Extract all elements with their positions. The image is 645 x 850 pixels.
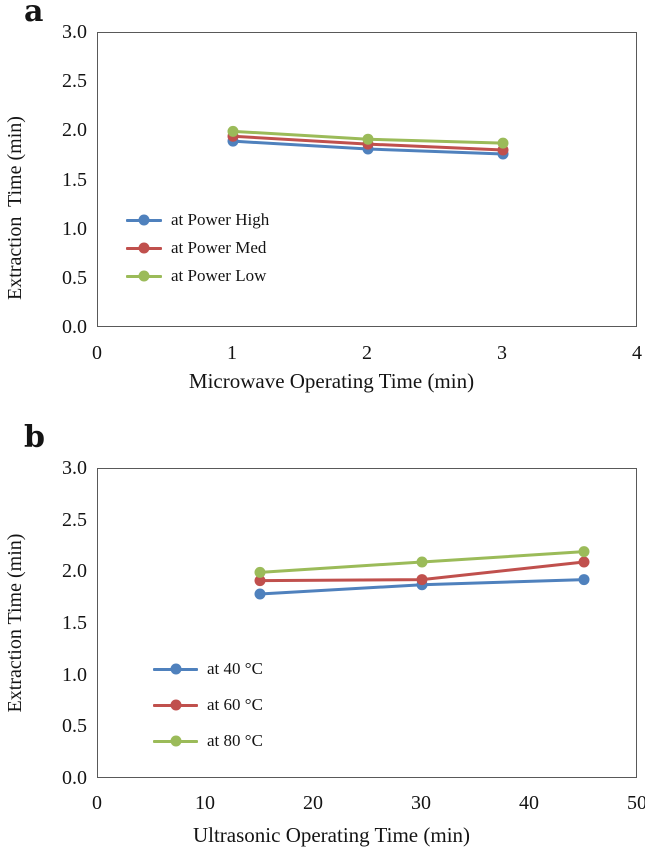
data-point-marker bbox=[254, 566, 266, 578]
legend: at Power High at Power Med at Power Low bbox=[126, 206, 269, 290]
x-axis-title: Ultrasonic Operating Time (min) bbox=[192, 823, 471, 847]
legend-dot bbox=[138, 214, 150, 226]
legend: at 40 °C at 60 °C at 80 °C bbox=[153, 651, 263, 759]
legend-label: at Power Med bbox=[171, 238, 267, 257]
y-tick-label: 2.5 bbox=[62, 70, 87, 93]
x-tick-label: 50 bbox=[627, 792, 645, 814]
data-point-marker bbox=[416, 556, 428, 568]
legend-marker-icon bbox=[153, 663, 198, 675]
legend-dot bbox=[138, 242, 150, 254]
legend-item: at 60 °C bbox=[153, 687, 263, 723]
x-tick-label: 20 bbox=[303, 792, 323, 814]
x-tick-label: 2 bbox=[362, 342, 372, 364]
y-tick-label: 2.0 bbox=[62, 560, 87, 583]
panel-label-b: b bbox=[24, 420, 45, 455]
legend-label: at 60 °C bbox=[207, 695, 263, 714]
y-tick-label: 3.0 bbox=[62, 457, 87, 479]
y-tick-label: 2.0 bbox=[62, 119, 87, 142]
legend-dot bbox=[170, 663, 181, 675]
data-point-marker bbox=[578, 546, 590, 558]
legend-label: at 40 °C bbox=[207, 659, 263, 678]
chart-panel-b: b Extraction Time (min) 0.0 0.5 1.0 1.5 2.0 2… bbox=[0, 420, 645, 850]
data-point-marker bbox=[578, 574, 590, 586]
panel-label-a: a bbox=[24, 0, 44, 29]
data-point-marker bbox=[254, 588, 266, 600]
legend-label: at 80 °C bbox=[207, 731, 263, 750]
legend-label: at Power Low bbox=[171, 266, 267, 285]
legend-marker-icon bbox=[126, 242, 162, 254]
data-point-marker bbox=[362, 133, 374, 145]
x-tick-label: 0 bbox=[92, 342, 102, 364]
data-point-marker bbox=[578, 556, 590, 568]
x-axis-title: Microwave Operating Time (min) bbox=[188, 369, 475, 393]
y-tick-label: 0.5 bbox=[62, 715, 87, 738]
plot-series-svg bbox=[227, 125, 509, 160]
legend-dot bbox=[138, 270, 150, 282]
legend-item: at Power High bbox=[126, 206, 269, 234]
x-tick-label: 10 bbox=[195, 792, 215, 814]
x-tick-label: 30 bbox=[411, 792, 431, 814]
y-tick-label: 1.0 bbox=[62, 663, 87, 686]
data-point-marker bbox=[416, 574, 428, 586]
chart-panel-a: a Extraction Time (min) 0.0 0.5 1.0 1.5 2.0 2… bbox=[0, 0, 645, 420]
plot-series-svg bbox=[254, 546, 590, 600]
legend-label: at Power High bbox=[171, 210, 270, 229]
legend-marker-icon bbox=[153, 699, 198, 711]
plot-area bbox=[97, 468, 637, 778]
legend-marker-icon bbox=[153, 735, 198, 747]
legend-item: at Power Low bbox=[126, 262, 269, 290]
plot-area bbox=[97, 32, 637, 327]
y-tick-label: 0.5 bbox=[62, 266, 87, 289]
legend-marker-icon bbox=[126, 270, 162, 282]
legend-dot bbox=[170, 699, 181, 711]
y-tick-label: 1.5 bbox=[62, 168, 87, 191]
legend-item: at Power Med bbox=[126, 234, 269, 262]
x-tick-label: 1 bbox=[227, 342, 237, 364]
x-tick-label: 3 bbox=[497, 342, 507, 364]
y-tick-label: 0.0 bbox=[62, 767, 87, 789]
y-axis-title: Extraction Time (min) bbox=[4, 116, 26, 300]
legend-item: at 80 °C bbox=[153, 723, 263, 759]
legend-marker-icon bbox=[126, 214, 162, 226]
x-tick-label: 4 bbox=[632, 342, 642, 364]
x-tick-label: 40 bbox=[519, 792, 539, 814]
data-point-marker bbox=[227, 125, 239, 137]
data-point-marker bbox=[254, 575, 266, 587]
data-point-marker bbox=[497, 137, 509, 149]
x-tick-label: 0 bbox=[92, 792, 102, 814]
y-tick-label: 0.0 bbox=[62, 316, 87, 338]
y-tick-label: 1.5 bbox=[62, 612, 87, 634]
y-tick-label: 3.0 bbox=[62, 21, 87, 43]
y-tick-label: 1.0 bbox=[62, 217, 87, 240]
y-axis-title: Extraction Time (min) bbox=[4, 533, 26, 713]
legend-item: at 40 °C bbox=[153, 651, 263, 687]
y-tick-label: 2.5 bbox=[62, 508, 87, 531]
legend-dot bbox=[170, 735, 181, 747]
